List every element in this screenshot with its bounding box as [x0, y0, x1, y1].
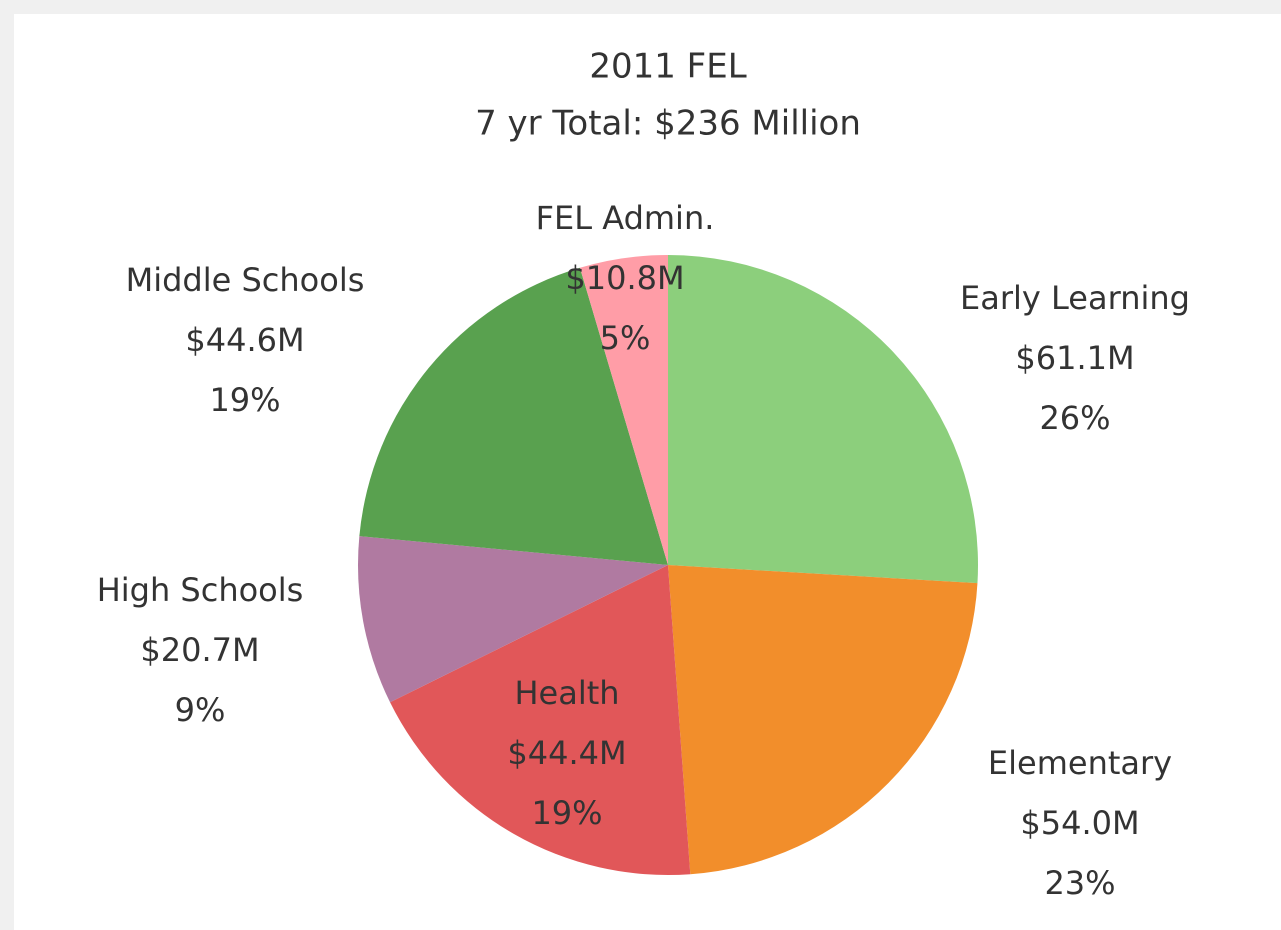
- value-label: $61.1M: [1015, 339, 1134, 377]
- pie-slice: [668, 255, 978, 584]
- slice-label: Early Learning: [960, 279, 1190, 317]
- pie-slice: [357, 536, 668, 703]
- value-label: $44.6M: [185, 321, 304, 359]
- chart-subtitle: 7 yr Total: $236 Million: [475, 104, 861, 144]
- pie-slice: [579, 255, 668, 565]
- percent-label: 9%: [175, 691, 226, 729]
- chart-title: 2011 FEL: [589, 47, 746, 87]
- value-label: $20.7M: [140, 631, 259, 669]
- slice-label: Elementary: [988, 744, 1172, 782]
- value-label: $44.4M: [507, 734, 626, 772]
- value-label: $54.0M: [1020, 804, 1139, 842]
- percent-label: 23%: [1044, 864, 1115, 902]
- slice-label: Health: [514, 674, 619, 712]
- pie-slice: [390, 565, 691, 875]
- pie-slice: [668, 565, 978, 875]
- pie-slice: [359, 267, 668, 565]
- percent-label: 26%: [1039, 399, 1110, 437]
- slice-label: Middle Schools: [126, 261, 365, 299]
- percent-label: 19%: [531, 794, 602, 832]
- percent-label: 5%: [600, 319, 651, 357]
- value-label: $10.8M: [565, 259, 684, 297]
- slice-label: High Schools: [97, 571, 304, 609]
- percent-label: 19%: [209, 381, 280, 419]
- slice-label: FEL Admin.: [536, 199, 715, 237]
